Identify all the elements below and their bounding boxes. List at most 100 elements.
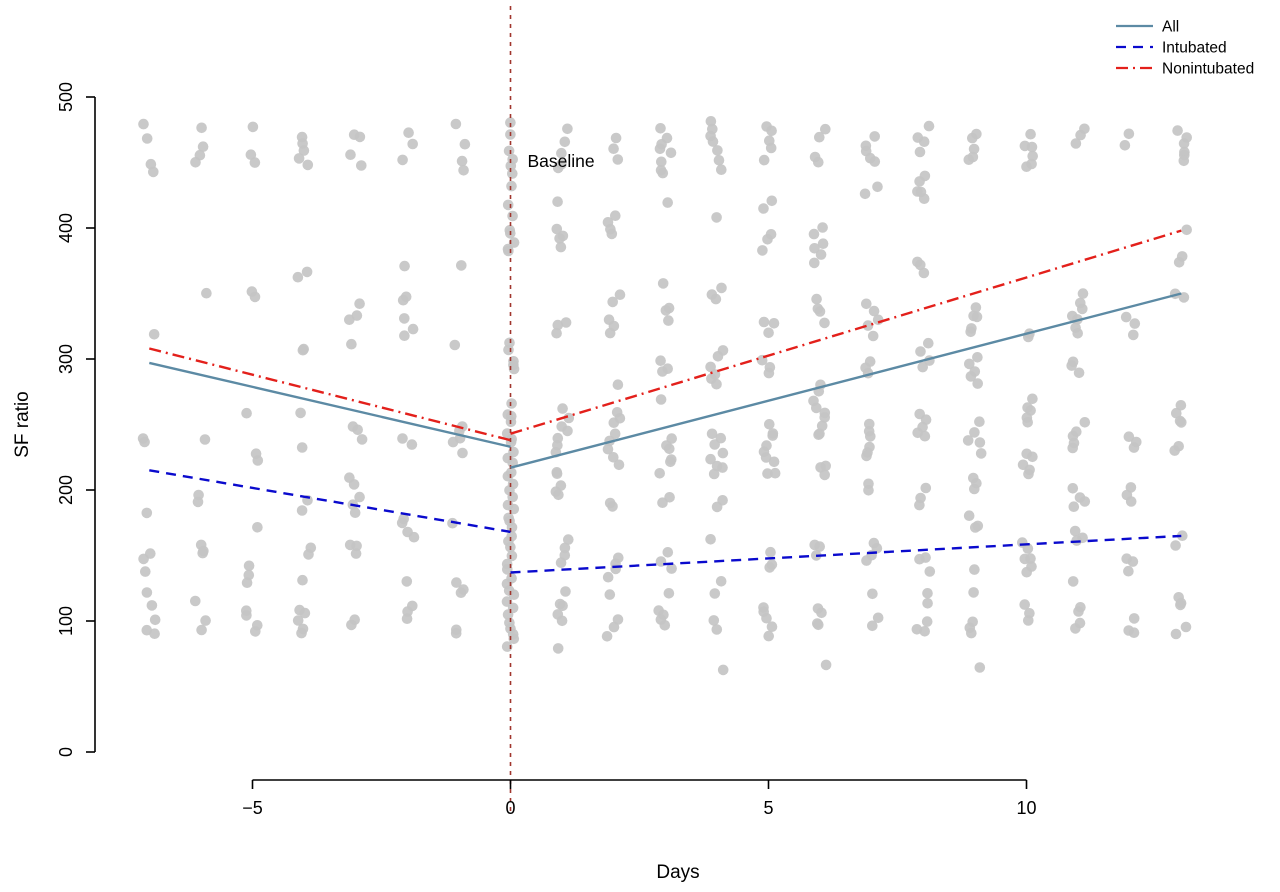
scatter-point	[197, 547, 208, 559]
scatter-point	[711, 624, 723, 635]
scatter-point	[914, 499, 925, 511]
scatter-point	[819, 412, 830, 423]
scatter-point	[252, 455, 264, 466]
scatter-point	[503, 145, 515, 157]
scatter-point	[816, 607, 827, 619]
scatter-point	[974, 662, 986, 673]
scatter-point	[451, 577, 462, 588]
scatter-point	[141, 507, 153, 519]
scatter-point	[148, 329, 160, 340]
scatter-point	[715, 576, 727, 587]
scatter-point	[346, 619, 357, 631]
scatter-point	[559, 542, 571, 554]
scatter-point	[348, 479, 360, 490]
x-tick-label: 0	[505, 798, 515, 818]
scatter-point	[655, 123, 666, 134]
scatter-point	[1128, 627, 1140, 638]
scatter-point	[664, 443, 675, 455]
scatter-point	[817, 238, 829, 249]
scatter-point	[241, 577, 253, 588]
scatter-point	[1180, 621, 1192, 633]
scatter-point	[604, 327, 616, 339]
scatter-point	[969, 483, 980, 495]
scatter-point	[1025, 128, 1036, 140]
scatter-point	[663, 315, 674, 326]
scatter-point	[971, 311, 983, 323]
trend-line-nonintubated	[149, 229, 1182, 442]
scatter-point	[863, 485, 874, 496]
scatter-point	[657, 167, 669, 179]
scatter-point	[705, 534, 716, 545]
scatter-point	[610, 210, 621, 221]
scatter-point	[303, 549, 314, 560]
scatter-point	[974, 437, 986, 448]
scatter-point	[399, 313, 410, 324]
legend: All Intubated Nonintubated	[1116, 19, 1254, 78]
scatter-point	[1023, 615, 1034, 626]
scatter-point	[450, 628, 462, 639]
scatter-point	[713, 155, 725, 166]
scatter-point	[917, 361, 928, 373]
scatter-point	[811, 402, 822, 414]
scatter-point	[503, 245, 514, 257]
scatter-point	[563, 534, 574, 545]
x-tick-label: −5	[242, 798, 263, 818]
scatter-point	[657, 497, 668, 509]
scatter-point	[716, 164, 727, 175]
scatter-point	[655, 355, 666, 367]
scatter-point	[760, 452, 772, 463]
scatter-point	[1172, 125, 1183, 136]
scatter-point	[924, 566, 936, 577]
scatter-point	[563, 412, 575, 424]
scatter-point	[292, 271, 304, 283]
scatter-point	[292, 615, 304, 626]
scatter-point	[399, 330, 410, 342]
scatter-point	[397, 154, 408, 166]
scatter-point	[1077, 288, 1089, 299]
scatter-point	[556, 147, 567, 159]
scatter-point	[243, 560, 255, 572]
scatter-point	[354, 491, 365, 503]
x-tick-label: 5	[763, 798, 773, 818]
scatter-point	[965, 371, 977, 382]
scatter-point	[764, 419, 775, 430]
scatter-point	[814, 306, 826, 317]
scatter-point	[663, 588, 675, 599]
scatter-point	[972, 378, 983, 389]
scatter-point	[562, 425, 573, 437]
scatter-point	[1027, 393, 1038, 405]
scatter-point	[711, 212, 722, 223]
scatter-point	[190, 595, 201, 607]
scatter-point	[764, 562, 775, 573]
scatter-point	[717, 664, 729, 676]
scatter-point	[559, 136, 571, 148]
y-axis-label: SF ratio	[12, 391, 33, 458]
scatter-point	[861, 450, 872, 462]
scatter-point	[1123, 431, 1135, 443]
scatter-point	[968, 143, 980, 155]
scatter-point	[351, 540, 362, 552]
scatter-point	[914, 146, 926, 158]
scatter-point	[765, 546, 776, 558]
scatter-point	[1123, 565, 1134, 577]
scatter-point	[811, 293, 822, 305]
scatter-point	[766, 621, 778, 632]
scatter-point	[408, 531, 420, 543]
scatter-point	[506, 180, 517, 192]
scatter-point	[555, 241, 567, 253]
scatter-point	[920, 482, 932, 494]
scatter-point	[456, 155, 468, 167]
scatter-point	[763, 367, 775, 379]
scatter-point	[406, 439, 418, 450]
scatter-point	[349, 507, 361, 518]
y-tick-label: 0	[56, 747, 76, 757]
scatter-point	[865, 431, 876, 442]
scatter-point	[1128, 442, 1140, 453]
scatter-point	[196, 624, 207, 636]
scatter-point	[918, 136, 930, 147]
scatter-point	[1170, 540, 1181, 551]
scatter-point	[717, 462, 728, 473]
scatter-point	[551, 223, 563, 235]
